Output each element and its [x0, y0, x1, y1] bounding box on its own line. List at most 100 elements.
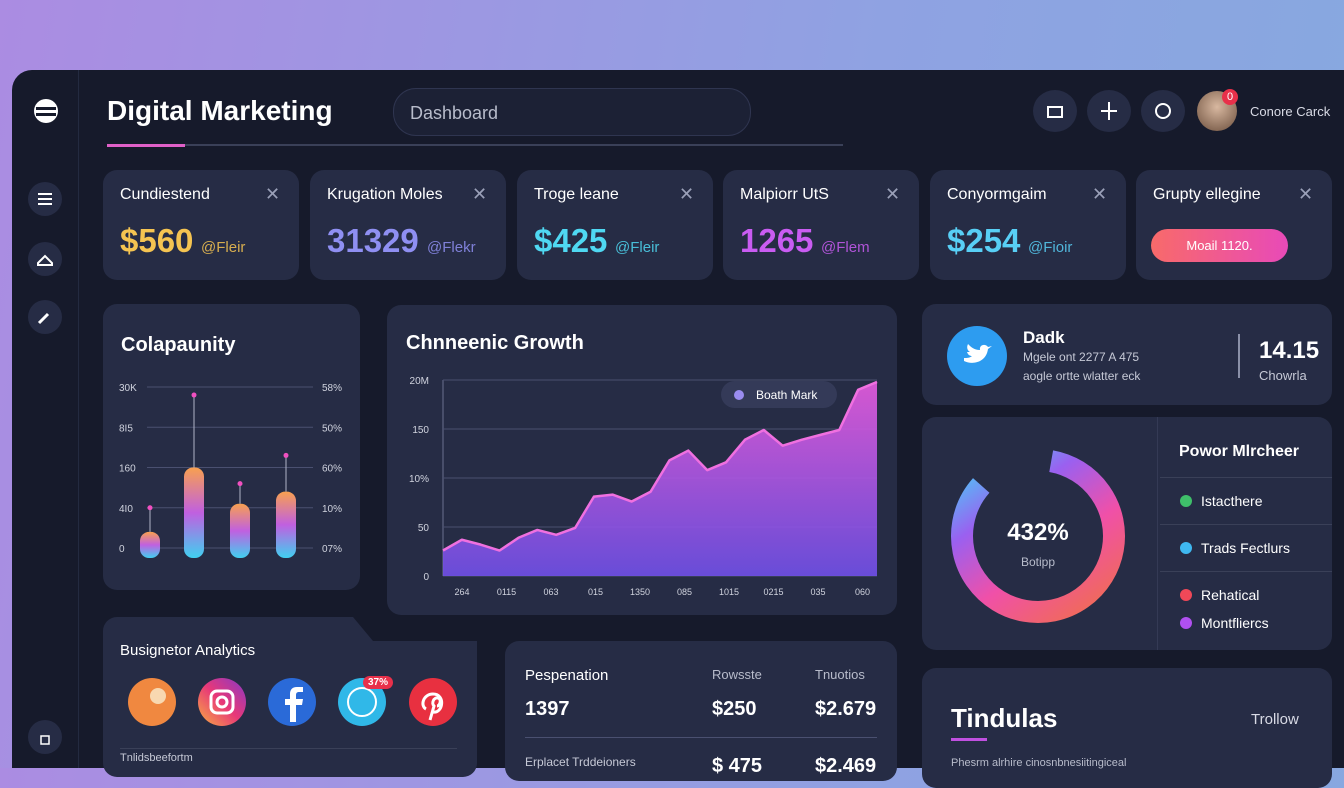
divider: [1238, 334, 1240, 378]
marker: [147, 505, 153, 511]
legend-label: Boath Mark: [756, 388, 818, 402]
close-icon: ✕: [885, 184, 901, 204]
settings-button[interactable]: [1141, 90, 1185, 132]
table-header: Rowsste: [712, 667, 762, 682]
divider: [1160, 477, 1332, 478]
bar: [140, 531, 160, 558]
divider: [120, 748, 457, 749]
kpi-title: Krugation Moles: [327, 186, 443, 203]
y-tick-label: 4I0: [119, 504, 133, 515]
x-tick-label: 060: [855, 587, 870, 597]
table-cell: $2.679: [815, 698, 877, 720]
y2-tick-label: 58%: [322, 383, 342, 394]
kpi-value: $254: [947, 222, 1021, 259]
kpi-value: 31329: [327, 222, 419, 259]
kpi-title: Cundiestend: [120, 186, 210, 203]
close-icon: ✕: [472, 184, 488, 204]
power-item: Trads Fectlurs: [1201, 540, 1290, 556]
kpi-value: $560: [120, 222, 194, 259]
area: [443, 381, 877, 576]
donut: [951, 449, 1125, 623]
table-header: Pespenation: [525, 667, 609, 684]
icon[interactable]: [128, 678, 176, 726]
x-tick-label: 264: [454, 587, 469, 597]
trends-link[interactable]: Trollow: [1251, 711, 1299, 728]
lock-button[interactable]: [28, 720, 62, 754]
power-item: Montfliercs: [1201, 615, 1269, 631]
y-tick-label: 30K: [119, 383, 137, 394]
kpi-unit: @Fioir: [1028, 239, 1073, 256]
kpi-card: [930, 170, 1126, 280]
social-icons: [128, 678, 457, 726]
x-tick-label: 015: [588, 587, 603, 597]
sidebar: [12, 70, 79, 768]
area-title: Chnneenic Growth: [406, 332, 584, 354]
kpi-unit: @Fleir: [201, 239, 246, 256]
table-cell: Erplacet Trddeioners: [525, 755, 636, 769]
x-tick-label: 085: [677, 587, 692, 597]
tab-indicator: [107, 144, 185, 147]
x-tick-label: 1015: [719, 587, 739, 597]
power-item: Rehatical: [1201, 587, 1260, 603]
donut-label: Botipp: [1020, 555, 1056, 569]
kpi-card: [103, 170, 299, 280]
donut-value: 432%: [1007, 519, 1069, 546]
icon[interactable]: [338, 678, 386, 726]
user-name: Conore Carck: [1250, 104, 1331, 119]
kpi-button[interactable]: Moail 1120.: [1151, 229, 1288, 262]
home-button[interactable]: [28, 242, 62, 276]
kpi-card: [723, 170, 919, 280]
social-line: Mgele ont 2277 A 475: [1023, 350, 1140, 364]
bar-chart: 0 4I0 160 8I5 30K 07% 10% 60% 50% 58%: [119, 383, 342, 558]
y-tick-label: 50: [418, 523, 430, 534]
close-icon: ✕: [265, 184, 281, 204]
social-stat: 14.15: [1259, 337, 1320, 364]
kpi-title: Conyormgaim: [947, 186, 1047, 203]
kpi-value: $425: [534, 222, 608, 259]
app-title: Digital Marketing: [107, 95, 333, 126]
area-chart: 0 50 10% 150 20M 264 0115 063 015 1350 085 1015 0215…: [409, 376, 878, 597]
grid-button[interactable]: [1087, 90, 1131, 132]
y-tick-label: 0: [119, 544, 125, 555]
bar: [184, 467, 204, 558]
icon[interactable]: [198, 678, 246, 726]
table-cell: $250: [712, 698, 757, 720]
table-card: [505, 641, 897, 781]
social-card: Dadk Mgele ont 2277 A 475 aogle ortte wl…: [922, 304, 1332, 405]
status-dot: [1180, 589, 1192, 601]
social-line: aogle ortte wlatter eck: [1023, 369, 1141, 383]
title-underline: [951, 738, 987, 741]
bar: [276, 491, 296, 558]
tab-track: [107, 144, 843, 146]
kpi-value: 1265: [740, 222, 814, 259]
x-tick-label: 063: [543, 587, 558, 597]
marker: [237, 481, 243, 487]
x-tick-label: 1350: [630, 587, 650, 597]
y-tick-label: 0: [423, 572, 429, 583]
close-icon: ✕: [679, 184, 695, 204]
power-title: Powor Mlrcheer: [1179, 443, 1300, 460]
tools-button[interactable]: [28, 300, 62, 334]
trends-title: Tindulas: [951, 703, 1058, 733]
bag-button[interactable]: [1033, 90, 1077, 132]
divider: [1160, 571, 1332, 572]
search-box[interactable]: Dashboard: [393, 88, 751, 136]
bar-title: Colapaunity: [121, 334, 236, 356]
y2-tick-label: 50%: [322, 423, 342, 434]
kpi-card: [517, 170, 713, 280]
kpi-card: [310, 170, 506, 280]
menu-button[interactable]: [28, 182, 62, 216]
table-cell: $ 475: [712, 755, 763, 777]
trends-card: Tindulas Trollow Phesrm alrhire cinosnbn…: [922, 668, 1332, 788]
power-item: Istacthere: [1201, 493, 1263, 509]
close-icon: ✕: [1092, 184, 1108, 204]
x-tick-label: 0115: [497, 587, 516, 597]
marker: [191, 392, 197, 398]
y2-tick-label: 60%: [322, 464, 342, 475]
analytics-title: Busignetor Analytics: [120, 642, 256, 659]
kpi-unit: @Flem: [821, 239, 870, 256]
y-tick-label: 8I5: [119, 423, 133, 434]
kpi-unit: @Fleir: [615, 239, 660, 256]
